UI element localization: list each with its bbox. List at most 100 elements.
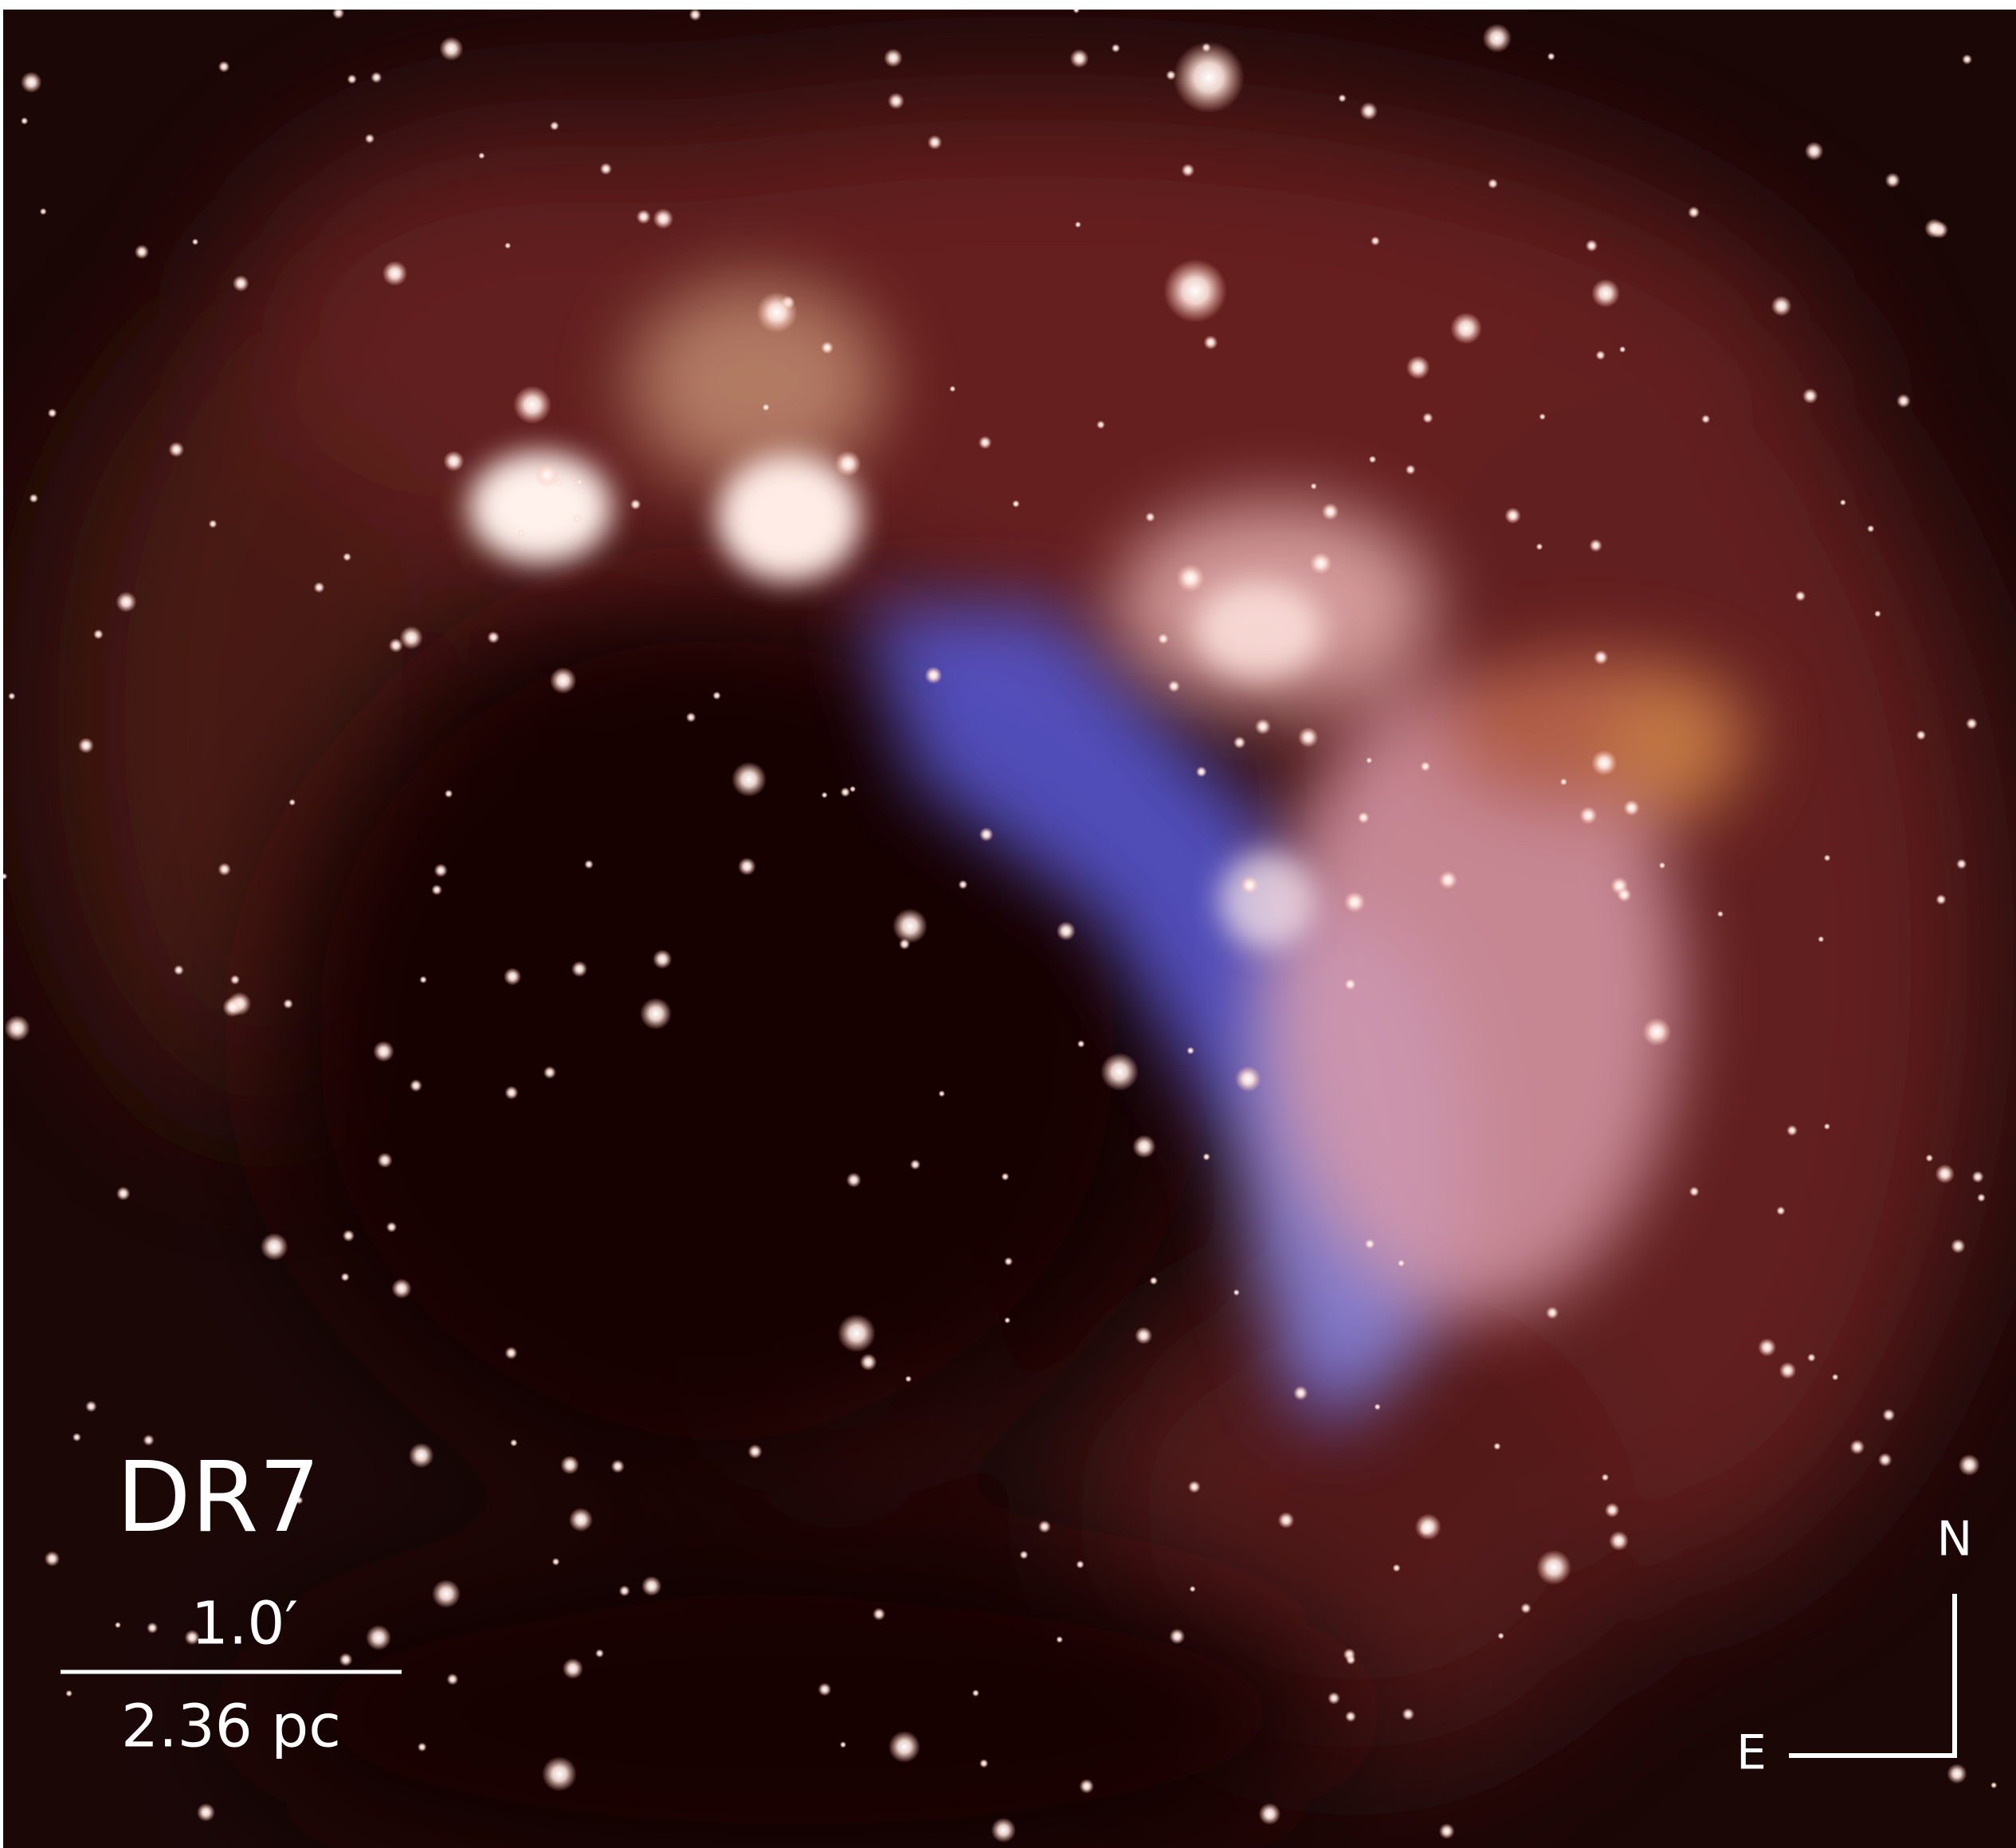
star [972, 1689, 979, 1697]
star [261, 1233, 288, 1261]
star [1966, 718, 1978, 730]
star [1406, 355, 1430, 379]
star [517, 529, 524, 536]
star [637, 210, 651, 224]
star [1402, 1708, 1414, 1720]
star [1358, 812, 1370, 824]
star [1605, 1503, 1620, 1518]
star [905, 1375, 912, 1382]
star [197, 1803, 215, 1822]
star [928, 135, 942, 149]
star [949, 386, 955, 392]
star [840, 787, 850, 798]
star [21, 72, 42, 93]
star [576, 479, 582, 485]
star [748, 1444, 763, 1458]
star [45, 1551, 60, 1566]
star [569, 1508, 593, 1532]
star [1832, 1374, 1839, 1381]
star [1885, 173, 1900, 188]
star [1149, 1277, 1158, 1285]
star [552, 1558, 560, 1566]
star [115, 1622, 121, 1628]
star [600, 163, 612, 175]
star [1075, 222, 1081, 228]
star [1321, 503, 1339, 520]
star [135, 245, 149, 259]
star [738, 857, 755, 875]
star [341, 1273, 350, 1281]
star [504, 967, 521, 985]
star [763, 404, 770, 411]
star [377, 1152, 392, 1167]
star [1310, 483, 1316, 489]
scale-physical: 2.36 pc [121, 1693, 341, 1761]
star [1802, 388, 1818, 404]
star [1956, 858, 1967, 869]
star [1186, 1047, 1194, 1055]
star [1176, 564, 1205, 593]
star [1004, 1317, 1010, 1324]
star [1345, 1711, 1356, 1722]
star [560, 1455, 579, 1474]
star [1077, 1040, 1085, 1048]
star [1867, 525, 1875, 533]
star [1328, 1692, 1340, 1705]
star [1795, 590, 1806, 602]
star [1896, 394, 1911, 408]
star [1169, 1629, 1185, 1645]
star [371, 72, 382, 83]
star [1112, 44, 1120, 53]
star [1371, 236, 1380, 245]
star [1925, 1154, 1933, 1162]
star [1874, 610, 1881, 618]
compass-east: E [1736, 1725, 1767, 1781]
star [487, 631, 500, 644]
star [1038, 1520, 1051, 1533]
star [550, 121, 559, 131]
star [1293, 1386, 1308, 1400]
star [979, 827, 994, 842]
star [1536, 1550, 1571, 1585]
star [535, 463, 559, 487]
star [391, 1278, 411, 1298]
star [1168, 680, 1180, 692]
star [979, 436, 992, 449]
star [222, 997, 242, 1017]
star [1202, 1153, 1210, 1161]
star [73, 1433, 81, 1442]
star [504, 242, 511, 249]
star [1504, 508, 1521, 524]
star [1056, 1636, 1063, 1643]
star [21, 117, 29, 125]
star [1001, 1173, 1009, 1181]
star [1241, 876, 1259, 894]
star [1947, 1764, 1967, 1783]
star [192, 238, 198, 245]
star [584, 860, 594, 869]
star [382, 261, 408, 286]
star [1145, 512, 1155, 522]
star [731, 762, 767, 797]
star [846, 1172, 861, 1187]
star [1344, 891, 1366, 912]
star [366, 1625, 391, 1650]
star [288, 798, 296, 806]
star [78, 738, 94, 754]
star [1190, 1586, 1196, 1592]
star [332, 7, 344, 19]
star [1057, 921, 1076, 940]
star [849, 786, 856, 792]
star [1298, 727, 1319, 747]
star [1688, 206, 1700, 218]
star [8, 693, 15, 700]
star [979, 1759, 988, 1768]
star [510, 1439, 518, 1447]
star [218, 863, 231, 877]
star [399, 626, 422, 649]
star [283, 999, 293, 1009]
star [1689, 1187, 1700, 1197]
star [563, 1658, 583, 1679]
star [29, 493, 38, 503]
star [432, 1579, 461, 1608]
